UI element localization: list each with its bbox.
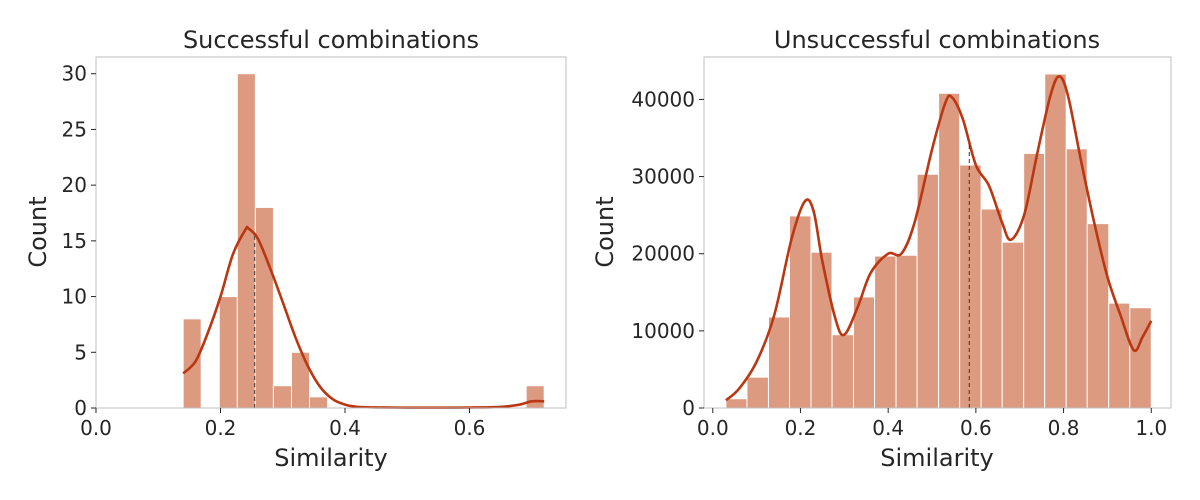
plot-frame (95, 56, 567, 409)
x-tick-label: 1.0 (1135, 416, 1167, 440)
x-axis-label: Similarity (880, 444, 993, 472)
plot-frame (703, 56, 1172, 409)
x-tick-label: 0.6 (454, 416, 486, 440)
histogram-bar (874, 255, 897, 409)
histogram-bar (1108, 302, 1131, 409)
y-axis-label: Count (24, 196, 52, 267)
histogram-bar (980, 208, 1003, 409)
histogram-bar (525, 385, 545, 409)
subplot-unsuccessful: Unsuccessful combinations 0.0 0.2 0.4 0.6 0.… (591, 26, 1172, 472)
y-axis-ticks: 0 5 10 15 20 25 30 (62, 62, 96, 420)
subplot-successful: Successful combinations 0.0 0.2 0.4 0.6 0 5 1… (24, 26, 567, 472)
histogram-bars (182, 73, 545, 409)
x-tick-label: 0.2 (205, 416, 237, 440)
x-axis-label: Similarity (274, 444, 387, 472)
x-tick-label: 0.0 (80, 416, 112, 440)
x-tick-label: 0.2 (785, 416, 817, 440)
histogram-bar (725, 398, 748, 409)
histogram-bar (831, 334, 855, 409)
y-tick-label: 10000 (631, 319, 695, 343)
x-axis-ticks: 0.0 0.2 0.4 0.6 0.8 1.0 (697, 408, 1167, 440)
y-tick-label: 30 (62, 62, 87, 86)
histogram-bar (810, 251, 833, 409)
x-tick-label: 0.4 (872, 416, 904, 440)
histogram-bar (309, 396, 329, 409)
kde-curve (725, 74, 1153, 402)
y-tick-label: 20000 (631, 242, 695, 266)
x-axis-ticks: 0.0 0.2 0.4 0.6 (80, 408, 485, 440)
y-tick-label: 20 (62, 173, 87, 197)
histogram-bar (218, 296, 238, 409)
histogram-bar (916, 173, 940, 409)
histogram-bar (1001, 241, 1025, 409)
histogram-bar (1044, 73, 1067, 409)
y-tick-label: 10 (62, 285, 87, 309)
histogram-bar (959, 164, 982, 409)
y-tick-label: 15 (62, 229, 87, 253)
y-tick-label: 0 (682, 396, 695, 420)
y-tick-label: 25 (62, 117, 87, 141)
histogram-bar (767, 316, 791, 409)
histogram-bar (938, 92, 961, 409)
histogram-bar (1023, 152, 1046, 409)
histogram-bar (789, 215, 812, 409)
x-tick-label: 0.0 (697, 416, 729, 440)
x-tick-label: 0.6 (960, 416, 992, 440)
histogram-bar (1065, 148, 1088, 409)
histogram-bar (746, 376, 769, 409)
histogram-bar (895, 254, 918, 409)
x-tick-label: 0.4 (329, 416, 361, 440)
chart-title: Unsuccessful combinations (774, 26, 1100, 54)
histogram-bar (1086, 223, 1110, 409)
y-tick-label: 5 (74, 340, 87, 364)
histogram-bar (182, 318, 202, 409)
y-axis-ticks: 0 10000 20000 30000 40000 (631, 87, 704, 420)
chart-title: Successful combinations (183, 26, 479, 54)
y-tick-label: 40000 (631, 87, 695, 111)
histogram-bar (1129, 307, 1152, 409)
histogram-bar (290, 351, 311, 409)
histogram-bar (853, 296, 876, 409)
y-tick-label: 30000 (631, 165, 695, 189)
x-tick-label: 0.8 (1048, 416, 1080, 440)
y-axis-label: Count (591, 196, 619, 267)
histogram-bar (272, 385, 292, 409)
y-tick-label: 0 (74, 396, 87, 420)
kde-curve-group (725, 74, 1153, 402)
